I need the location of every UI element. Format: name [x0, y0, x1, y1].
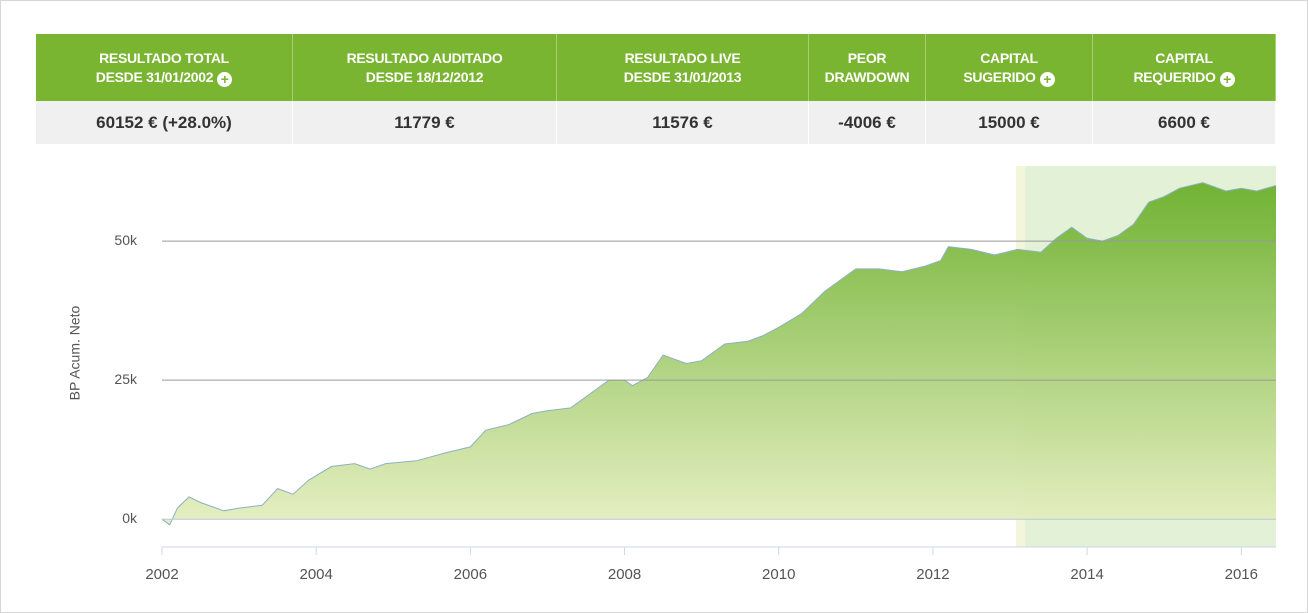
header-text: PEOR	[847, 49, 887, 66]
info-icon[interactable]: +	[217, 71, 233, 87]
x-tick-label: 2014	[1070, 566, 1103, 583]
value-cell: 11576 €	[557, 101, 809, 144]
x-tick-label: 2004	[299, 566, 332, 583]
y-tick-label: 25k	[114, 371, 138, 387]
header-cell: RESULTADO TOTAL DESDE 31/01/2002 +	[36, 34, 293, 101]
header-text: CAPITAL	[1155, 49, 1213, 66]
summary-table: RESULTADO TOTAL DESDE 31/01/2002 + RESULTA…	[36, 34, 1276, 144]
y-tick-label: 0k	[122, 510, 138, 526]
value-cell: 11779 €	[293, 101, 557, 144]
x-tick-label: 2016	[1225, 566, 1258, 583]
header-cell: RESULTADO AUDITADO DESDE 18/12/2012	[293, 34, 557, 101]
header-text: DRAWDOWN	[824, 68, 910, 85]
info-icon[interactable]: +	[1219, 71, 1235, 87]
y-axis-label: BP Acum. Neto	[67, 305, 83, 400]
header-text: CAPITAL	[980, 49, 1038, 66]
header-cell: RESULTADO LIVE DESDE 31/01/2013	[557, 34, 809, 101]
x-tick-label: 2010	[762, 566, 795, 583]
value-cell: 60152 € (+28.0%)	[36, 101, 293, 144]
header-cell: CAPITAL REQUERIDO +	[1093, 34, 1276, 101]
x-tick-label: 2006	[454, 566, 487, 583]
area-fill	[162, 182, 1276, 525]
value-cell: 6600 €	[1093, 101, 1276, 144]
header-cell: PEOR DRAWDOWN	[809, 34, 926, 101]
info-icon[interactable]: +	[1039, 71, 1055, 87]
header-cell: CAPITAL SUGERIDO +	[926, 34, 1093, 101]
header-text: RESULTADO TOTAL	[99, 49, 229, 66]
header-text: RESULTADO AUDITADO	[346, 49, 503, 66]
header-text: RESULTADO LIVE	[624, 49, 741, 66]
header-text: SUGERIDO	[963, 68, 1036, 85]
x-tick-label: 2002	[145, 566, 178, 583]
y-tick-label: 50k	[114, 232, 138, 248]
header-text: DESDE 18/12/2012	[365, 68, 484, 85]
header-text: DESDE 31/01/2002	[95, 68, 214, 85]
value-cell: 15000 €	[926, 101, 1093, 144]
x-tick-label: 2008	[608, 566, 641, 583]
header-text: DESDE 31/01/2013	[623, 68, 742, 85]
x-tick-label: 2012	[916, 566, 949, 583]
header-text: REQUERIDO	[1133, 68, 1216, 85]
value-cell: -4006 €	[809, 101, 926, 144]
